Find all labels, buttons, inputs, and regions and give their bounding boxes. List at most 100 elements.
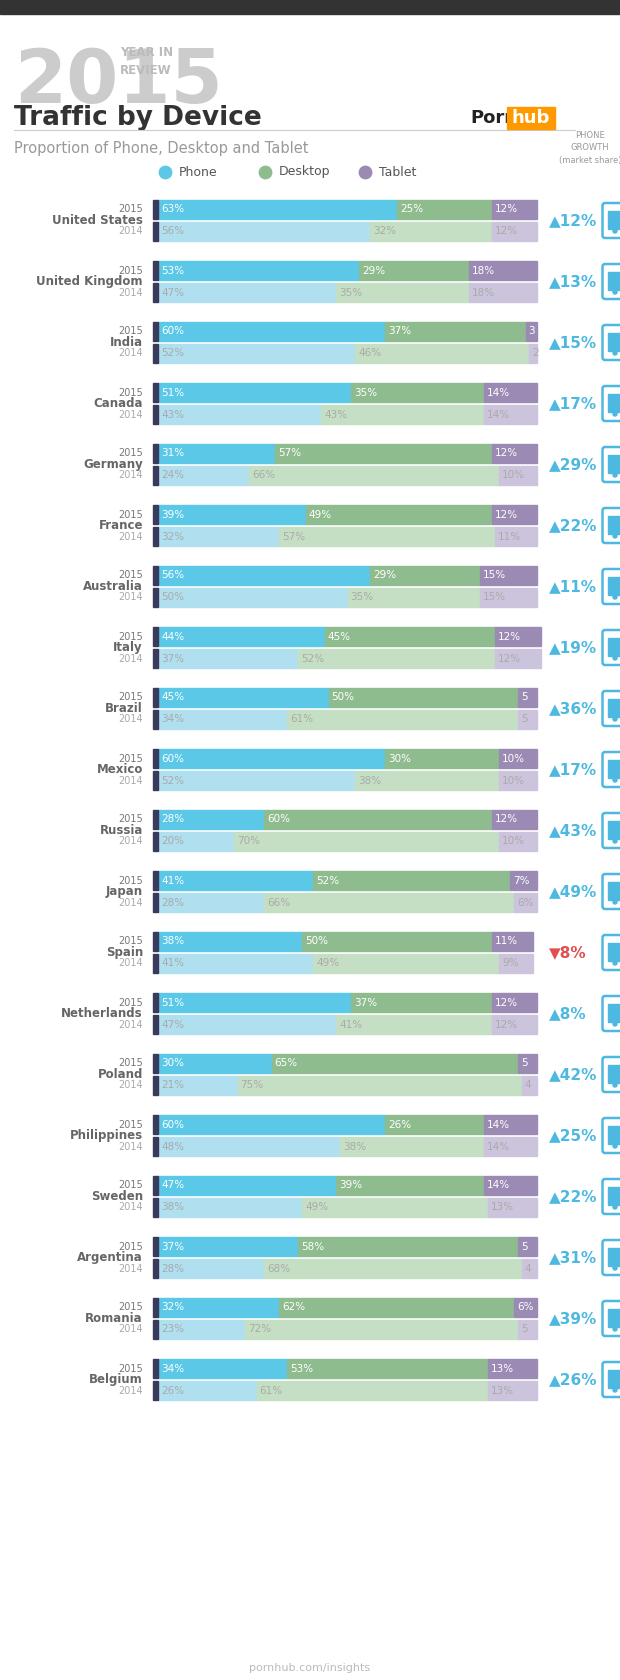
Text: ▲43%: ▲43% [549, 823, 597, 838]
Circle shape [613, 900, 617, 904]
Text: 2014: 2014 [118, 410, 143, 420]
Text: 14%: 14% [487, 1119, 510, 1129]
Bar [514, 894, 537, 912]
Text: 14%: 14% [487, 410, 510, 420]
Text: 58%: 58% [301, 1242, 324, 1252]
Bar [158, 1258, 264, 1278]
Text: 2015: 2015 [118, 1181, 143, 1191]
Bar [370, 566, 480, 585]
Text: ▲49%: ▲49% [549, 884, 597, 899]
Text: Italy: Italy [113, 642, 143, 654]
Text: 37%: 37% [354, 998, 378, 1008]
Text: 62%: 62% [282, 1302, 306, 1312]
Bar [608, 272, 620, 289]
Bar [321, 405, 484, 423]
Text: 6%: 6% [517, 1302, 534, 1312]
Bar [495, 627, 541, 647]
Text: 51%: 51% [161, 388, 184, 398]
Bar [158, 344, 355, 363]
Text: 35%: 35% [350, 593, 374, 603]
Text: 32%: 32% [161, 531, 184, 541]
Text: 12%: 12% [495, 227, 518, 237]
Text: 65%: 65% [275, 1058, 298, 1068]
Text: ▲8%: ▲8% [549, 1006, 587, 1021]
Bar [325, 627, 495, 647]
Text: 4: 4 [525, 1263, 531, 1273]
Bar [469, 282, 537, 302]
Text: 38%: 38% [161, 1203, 184, 1213]
Text: Mexico: Mexico [97, 763, 143, 776]
Bar [153, 749, 158, 768]
Bar [153, 894, 158, 912]
Text: Phone: Phone [179, 166, 218, 178]
Text: 43%: 43% [324, 410, 347, 420]
Bar [518, 1320, 537, 1339]
Bar [158, 405, 321, 423]
Text: 2015: 2015 [118, 449, 143, 459]
Bar [484, 405, 537, 423]
Text: 5: 5 [521, 714, 528, 724]
Bar [484, 1176, 537, 1194]
Text: 61%: 61% [290, 714, 313, 724]
Bar [158, 465, 249, 486]
Text: Brazil: Brazil [105, 702, 143, 716]
Text: 15%: 15% [483, 571, 507, 581]
Text: 75%: 75% [241, 1080, 264, 1090]
Text: 2014: 2014 [118, 837, 143, 847]
FancyBboxPatch shape [603, 813, 620, 848]
Bar [158, 222, 370, 240]
Text: 44%: 44% [161, 632, 184, 642]
Bar [153, 810, 158, 828]
Text: Canada: Canada [94, 396, 143, 410]
Text: 2014: 2014 [118, 714, 143, 724]
Text: 72%: 72% [248, 1324, 272, 1334]
Text: 45%: 45% [161, 692, 184, 702]
FancyBboxPatch shape [603, 936, 620, 969]
Circle shape [613, 1327, 617, 1331]
Bar [158, 1116, 386, 1134]
Bar [158, 444, 275, 464]
Bar [499, 771, 537, 790]
Text: 49%: 49% [305, 1203, 328, 1213]
Bar [158, 200, 397, 218]
Bar [279, 528, 495, 546]
Bar [158, 1299, 279, 1317]
Bar [158, 588, 347, 606]
Text: 2014: 2014 [118, 1203, 143, 1213]
Text: 29%: 29% [362, 265, 385, 276]
Bar [499, 465, 537, 486]
Text: 52%: 52% [316, 875, 340, 885]
Text: ▲31%: ▲31% [549, 1250, 597, 1265]
Text: Proportion of Phone, Desktop and Tablet: Proportion of Phone, Desktop and Tablet [14, 141, 309, 156]
Circle shape [613, 351, 617, 354]
Text: Tablet: Tablet [379, 166, 417, 178]
Text: 12%: 12% [498, 654, 521, 664]
Bar [153, 344, 158, 363]
Text: 2015: 2015 [118, 1119, 143, 1129]
Bar [608, 1248, 620, 1265]
Text: 50%: 50% [332, 692, 355, 702]
Text: 50%: 50% [305, 936, 328, 946]
Circle shape [613, 1144, 617, 1147]
Bar [158, 894, 264, 912]
Bar [529, 344, 537, 363]
Text: 2014: 2014 [118, 654, 143, 664]
FancyBboxPatch shape [603, 570, 620, 605]
Text: 2014: 2014 [118, 531, 143, 541]
Circle shape [613, 778, 617, 781]
Text: 41%: 41% [161, 875, 184, 885]
Bar [158, 1176, 336, 1194]
Bar [484, 383, 537, 402]
Text: 57%: 57% [282, 531, 306, 541]
Bar [336, 1176, 484, 1194]
FancyBboxPatch shape [603, 1240, 620, 1275]
Bar [158, 1137, 340, 1156]
Bar [499, 749, 537, 768]
Bar [158, 1053, 272, 1074]
Text: 26%: 26% [161, 1386, 184, 1396]
FancyBboxPatch shape [603, 264, 620, 299]
Point [360, 158, 370, 185]
Bar [153, 1015, 158, 1033]
Text: 56%: 56% [161, 571, 184, 581]
Bar [495, 648, 541, 669]
